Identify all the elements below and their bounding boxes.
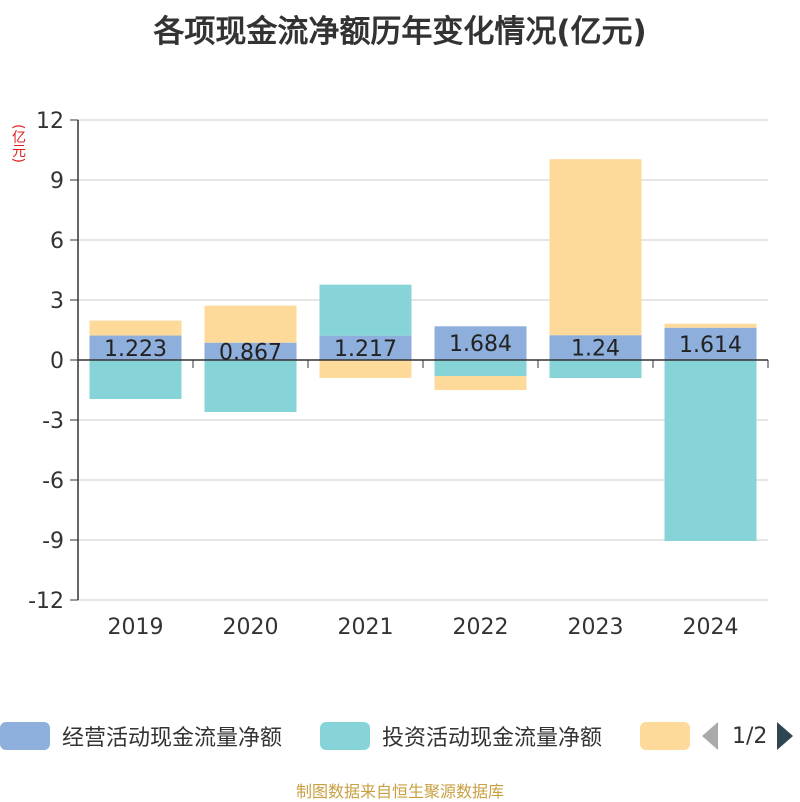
legend-swatch-operating — [0, 722, 50, 750]
data-label: 1.684 — [449, 332, 512, 357]
bar-investing-2021 — [320, 285, 412, 336]
bar-chart: 12 9 6 3 0 -3 -6 -9 -12 2019 2020 2021 2022 2023 2024 1… — [0, 0, 800, 700]
legend-item-investing[interactable]: 投资活动现金流量净额 — [320, 716, 602, 756]
y-tick-label: 3 — [50, 289, 64, 314]
bar-financing-2023 — [550, 159, 642, 335]
bar-investing-2023 — [550, 360, 642, 378]
x-tick-label: 2023 — [568, 615, 624, 640]
data-label: 1.24 — [571, 337, 620, 362]
legend-item-operating[interactable]: 经营活动现金流量净额 — [0, 716, 282, 756]
bar-financing-2024 — [665, 324, 757, 328]
y-tick-label: 12 — [36, 109, 64, 134]
x-tick-label: 2020 — [223, 615, 279, 640]
legend-swatch-investing — [320, 722, 370, 750]
x-tick-label: 2022 — [453, 615, 509, 640]
legend-pager: 1/2 — [702, 716, 793, 756]
x-tick-label: 2024 — [683, 615, 739, 640]
legend-swatch-financing — [640, 722, 690, 750]
bar-investing-2024 — [665, 360, 757, 541]
data-label: 1.223 — [104, 337, 167, 362]
x-tick-label: 2021 — [338, 615, 394, 640]
legend-page-indicator: 1/2 — [732, 724, 767, 749]
data-label: 1.217 — [334, 337, 397, 362]
y-tick-label: -6 — [42, 469, 64, 494]
x-tick-label: 2019 — [108, 615, 164, 640]
legend: 经营活动现金流量净额 投资活动现金流量净额 1/2 — [0, 716, 800, 756]
legend-label-operating: 经营活动现金流量净额 — [62, 720, 282, 752]
bar-investing-2020 — [205, 360, 297, 412]
legend-next-page-icon[interactable] — [777, 722, 793, 750]
data-label: 1.614 — [679, 333, 742, 358]
legend-label-investing: 投资活动现金流量净额 — [382, 720, 602, 752]
y-tick-label: -3 — [42, 409, 64, 434]
y-tick-label: 6 — [50, 229, 64, 254]
y-tick-label: 9 — [50, 169, 64, 194]
data-source-note: 制图数据来自恒生聚源数据库 — [0, 778, 800, 802]
data-label: 0.867 — [219, 340, 282, 365]
legend-item-financing[interactable] — [640, 716, 702, 756]
bar-financing-2020 — [205, 306, 297, 343]
bar-investing-2019 — [90, 360, 182, 399]
y-tick-label: 0 — [50, 349, 64, 374]
bar-investing-2022 — [435, 360, 527, 376]
y-tick-label: -12 — [28, 589, 64, 614]
y-tick-label: -9 — [42, 529, 64, 554]
bar-financing-2022 — [435, 376, 527, 390]
bar-financing-2019 — [90, 321, 182, 336]
legend-prev-page-icon[interactable] — [702, 722, 718, 750]
bar-financing-2021 — [320, 360, 412, 378]
